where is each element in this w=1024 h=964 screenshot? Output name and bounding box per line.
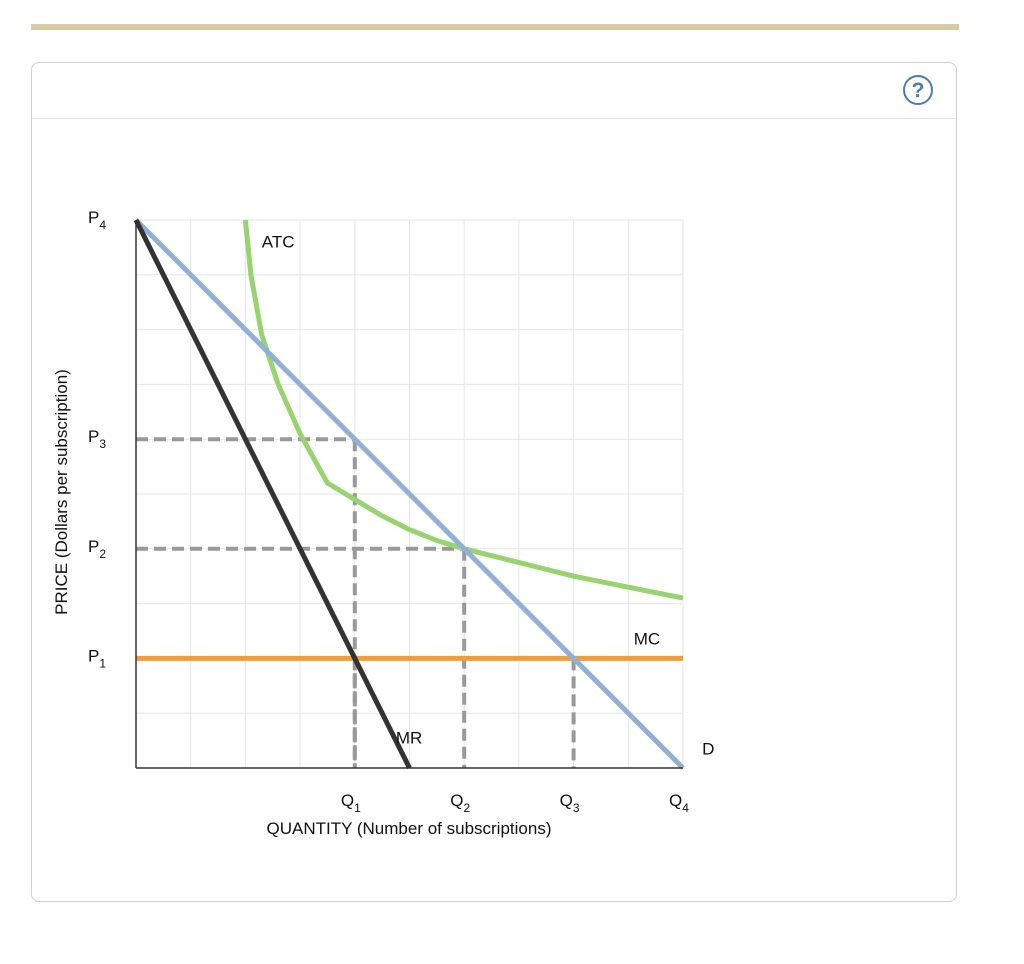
label-d: D [702,739,714,758]
x-axis-title: QUANTITY (Number of subscriptions) [267,819,552,838]
series-mr-line [133,218,412,770]
y-tick-label: P2 [88,537,106,561]
label-mr: MR [396,728,422,747]
label-mc: MC [634,630,660,649]
panel-header: ? [32,63,956,119]
question-circle-icon[interactable]: ? [903,75,933,105]
x-tick-label: Q3 [560,791,580,815]
x-tick-label: Q1 [341,791,361,815]
label-atc: ATC [262,232,295,251]
curve-labels: ATC MC MR D [262,232,715,758]
x-tick-label: Q4 [669,791,689,815]
axes [135,220,683,769]
y-tick-label: P1 [88,646,106,670]
top-divider [31,24,959,30]
y-tick-label: P3 [88,427,106,451]
tick-labels: Q1 Q2 Q3 Q4 P1 P2 P3 P4 [88,208,689,815]
x-tick-label: Q2 [450,791,470,815]
series-d-line [134,218,685,770]
help-glyph: ? [911,78,925,102]
series-group [133,218,685,770]
y-tick-label: P4 [88,208,106,232]
question-panel: ? [31,62,957,902]
y-axis-title: PRICE (Dollars per subscription) [52,369,71,615]
